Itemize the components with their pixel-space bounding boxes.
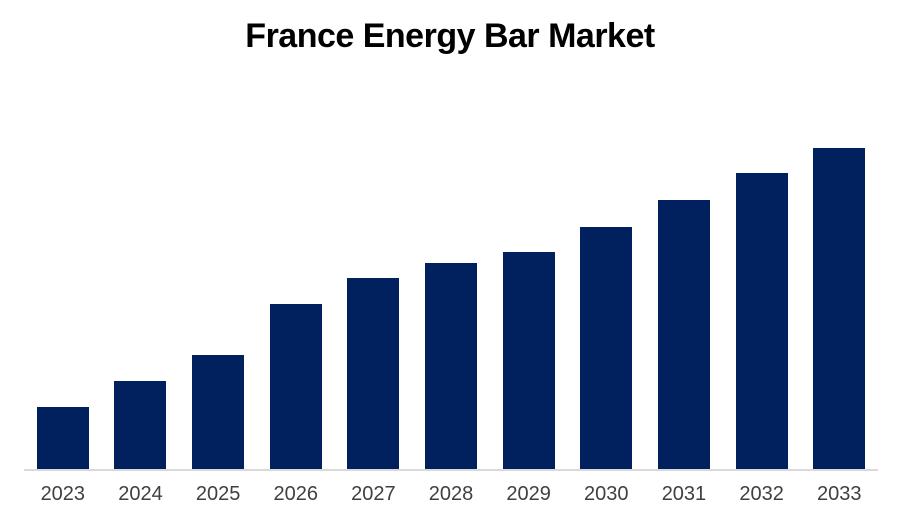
bar-2026 bbox=[269, 303, 322, 470]
x-tick-label-2032: 2032 bbox=[739, 483, 784, 505]
bar-column-2023 bbox=[24, 100, 102, 470]
x-tick-label-2025: 2025 bbox=[195, 483, 241, 505]
x-tick-label-2031: 2031 bbox=[661, 483, 707, 505]
x-tick-label-2029: 2029 bbox=[506, 483, 551, 505]
bar-2031 bbox=[657, 199, 710, 470]
bar-2032 bbox=[735, 173, 788, 470]
x-tick-label-2030: 2030 bbox=[584, 483, 629, 505]
bar-2030 bbox=[580, 227, 633, 470]
bar-2023 bbox=[36, 407, 89, 470]
bar-column-2033 bbox=[800, 100, 878, 470]
bar-2024 bbox=[114, 381, 167, 470]
chart-title: France Energy Bar Market bbox=[245, 17, 655, 55]
bar-2033 bbox=[813, 148, 866, 470]
x-tick-label-2023: 2023 bbox=[40, 483, 86, 505]
bar-2027 bbox=[347, 277, 400, 470]
x-tick-label-2028: 2028 bbox=[428, 483, 474, 505]
bar-column-2030 bbox=[567, 100, 645, 470]
bar-2029 bbox=[502, 251, 555, 470]
x-tick-label-2033: 2033 bbox=[816, 483, 862, 505]
bar-column-2028 bbox=[412, 100, 490, 470]
bar-column-2024 bbox=[102, 100, 180, 470]
bar-column-2031 bbox=[645, 100, 723, 470]
bar-column-2026 bbox=[257, 100, 335, 470]
bar-column-2027 bbox=[335, 100, 413, 470]
bar-2028 bbox=[425, 263, 478, 470]
x-axis-labels: 2023 2024 2025 2026 2027 2028 2029 2030 2031 2032… bbox=[24, 482, 878, 506]
x-tick-label-2027: 2027 bbox=[351, 483, 396, 505]
x-tick-label-2024: 2024 bbox=[118, 483, 163, 505]
bars-area bbox=[24, 100, 878, 470]
x-axis-line bbox=[24, 469, 878, 471]
bar-column-2032 bbox=[723, 100, 801, 470]
bar-column-2029 bbox=[490, 100, 568, 470]
x-tick-label-2026: 2026 bbox=[273, 483, 318, 505]
bar-column-2025 bbox=[179, 100, 257, 470]
bar-2025 bbox=[192, 354, 245, 470]
